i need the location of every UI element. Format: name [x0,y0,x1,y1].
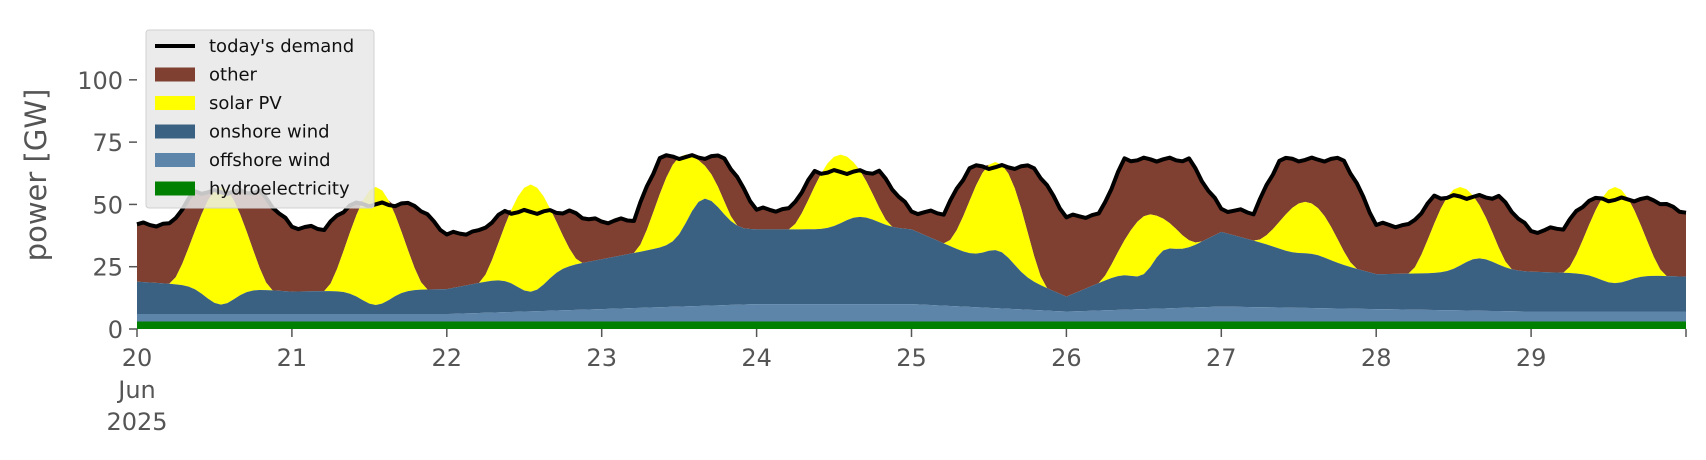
x-tick-sublabel: Jun [116,376,156,404]
y-tick-label: 50 [92,191,123,219]
y-tick-label: 100 [77,67,123,95]
stacked-areas [137,154,1686,329]
area-solar-pv [137,154,1686,305]
legend-label: solar PV [209,93,282,114]
legend-label: hydroelectricity [209,179,350,200]
area-other [137,154,1686,297]
legend-swatch [155,181,195,196]
legend-swatch [155,67,195,82]
x-axis: 20 Jun 2025 21 22 23 24 25 26 27 28 29 [106,329,1687,436]
x-tick-label: 22 [432,344,463,372]
y-axis-label: power [GW] [19,89,53,262]
x-tick-label: 20 [122,344,153,372]
area-hydroelectricity [137,321,1686,329]
x-tick-label: 24 [741,344,772,372]
y-tick-label: 25 [92,254,123,282]
area-onshore-wind [137,198,1686,315]
x-tick-label: 27 [1206,344,1237,372]
legend-label: today's demand [209,36,354,57]
legend-swatch [155,153,195,167]
y-tick-label: 75 [92,129,123,157]
x-tick-label: 26 [1051,344,1082,372]
demand-line-group [136,153,1687,237]
legend-swatch [155,96,195,110]
legend-label: other [209,65,258,86]
legend-label: offshore wind [209,150,331,171]
y-tick-label: 0 [108,316,123,344]
legend-box [145,29,375,209]
area-offshore-wind [137,304,1686,322]
legend: today's demand other solar PV onshore wind o… [145,29,375,209]
y-axis: 0 25 50 75 100 [77,67,137,344]
x-tick-label: 28 [1361,344,1392,372]
x-tick-sublabel: 2025 [106,408,167,436]
legend-swatch [155,124,195,139]
x-tick-label: 23 [586,344,617,372]
legend-label: onshore wind [209,122,330,143]
x-tick-label: 25 [896,344,927,372]
x-tick-label: 21 [277,344,308,372]
x-tick-label: 29 [1516,344,1547,372]
demand-line [136,153,1687,237]
